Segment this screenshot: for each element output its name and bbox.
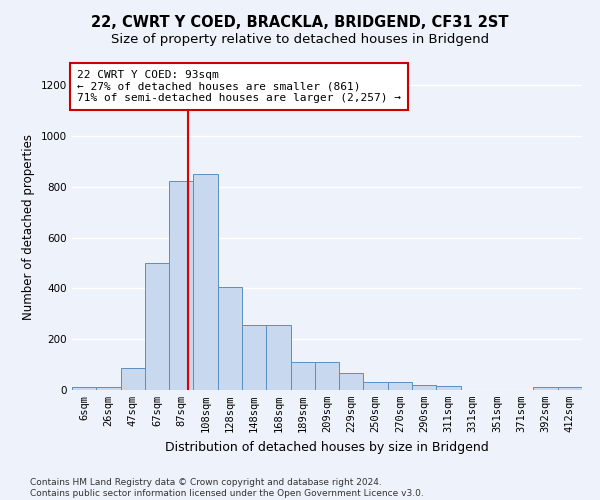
Bar <box>436 386 461 390</box>
Y-axis label: Number of detached properties: Number of detached properties <box>22 134 35 320</box>
Bar <box>218 287 242 390</box>
Bar <box>72 388 96 390</box>
Bar <box>193 174 218 390</box>
Text: 22, CWRT Y COED, BRACKLA, BRIDGEND, CF31 2ST: 22, CWRT Y COED, BRACKLA, BRIDGEND, CF31… <box>91 15 509 30</box>
Text: Size of property relative to detached houses in Bridgend: Size of property relative to detached ho… <box>111 32 489 46</box>
Bar <box>242 326 266 390</box>
Bar <box>169 180 193 390</box>
Bar <box>290 362 315 390</box>
Bar <box>412 386 436 390</box>
Bar <box>364 382 388 390</box>
Bar <box>558 388 582 390</box>
Bar <box>533 388 558 390</box>
Bar <box>121 368 145 390</box>
Bar <box>388 382 412 390</box>
Bar <box>96 388 121 390</box>
Text: Contains HM Land Registry data © Crown copyright and database right 2024.
Contai: Contains HM Land Registry data © Crown c… <box>30 478 424 498</box>
Bar <box>339 374 364 390</box>
X-axis label: Distribution of detached houses by size in Bridgend: Distribution of detached houses by size … <box>165 440 489 454</box>
Text: 22 CWRT Y COED: 93sqm
← 27% of detached houses are smaller (861)
71% of semi-det: 22 CWRT Y COED: 93sqm ← 27% of detached … <box>77 70 401 103</box>
Bar <box>315 362 339 390</box>
Bar <box>145 263 169 390</box>
Bar <box>266 326 290 390</box>
